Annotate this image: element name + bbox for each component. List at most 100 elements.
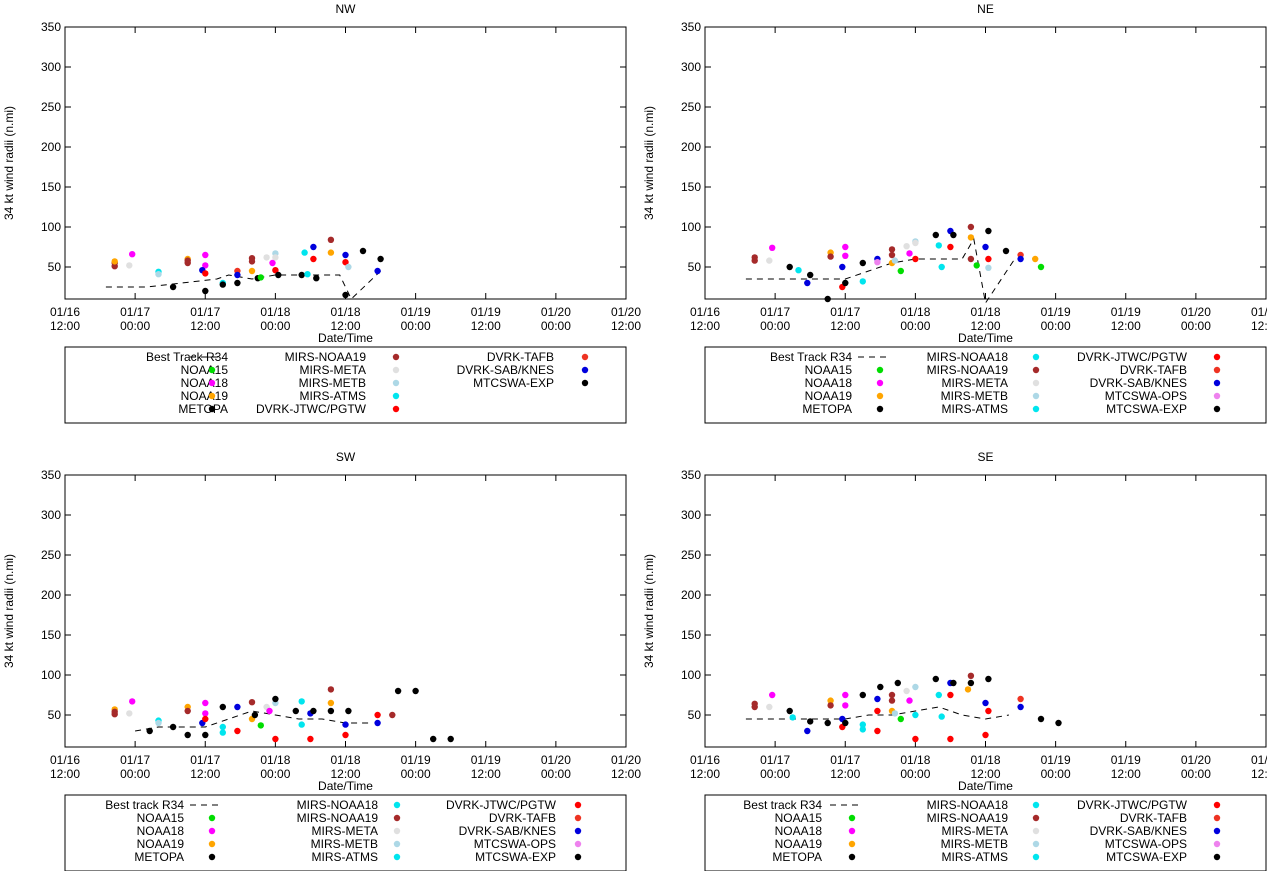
legend-label: MIRS-ATMS <box>942 402 1008 416</box>
legend-label: NOAA18 <box>775 824 823 838</box>
legend-label: MIRS-NOAA18 <box>297 798 379 812</box>
x-tick-date: 01/18 <box>970 305 1000 319</box>
point-dvrk-jtwc-pgtw <box>985 255 992 263</box>
point-dvrk-jtwc-pgtw <box>202 270 209 277</box>
legend-label: MIRS-NOAA18 <box>927 798 1009 812</box>
x-tick-time: 00:00 <box>1041 767 1071 781</box>
point-metopa <box>310 707 317 715</box>
legend-dot-swatch <box>574 814 582 822</box>
x-tick-time: 12:00 <box>970 767 1000 781</box>
point-dvrk-sab-knes <box>234 271 241 279</box>
legend-label: DVRK-JTWC/PGTW <box>256 402 367 416</box>
best-track-line-ne <box>745 237 1016 305</box>
legend-dot-swatch <box>581 366 589 374</box>
point-noaa18 <box>202 699 209 707</box>
legend-label: NOAA18 <box>181 376 229 390</box>
x-tick-time: 12:00 <box>471 319 501 333</box>
point-dvrk-jtwc-pgtw <box>272 735 279 743</box>
point-mirs-metb <box>155 719 162 727</box>
point-noaa15 <box>257 722 264 729</box>
point-metopa <box>394 687 402 695</box>
x-tick-date: 01/20 <box>541 305 571 319</box>
point-mirs-meta <box>263 254 270 261</box>
point-metopa <box>447 735 454 743</box>
point-dvrk-sab-knes <box>982 699 989 707</box>
x-tick-date: 01/16 <box>50 753 80 767</box>
x-tick-time: 00:00 <box>1181 319 1211 333</box>
point-mirs-meta <box>903 687 910 695</box>
legend-dot-swatch <box>208 814 216 822</box>
point-metopa <box>842 719 849 727</box>
legend-label: MIRS-NOAA19 <box>927 811 1009 825</box>
legend-label: Best Track R34 <box>146 350 228 364</box>
y-tick-label: 300 <box>41 508 61 522</box>
point-mirs-noaa19 <box>888 251 896 259</box>
point-noaa18 <box>906 250 913 257</box>
legend-dot-swatch <box>1213 840 1221 848</box>
legend-dot-swatch <box>1213 366 1221 374</box>
point-mirs-noaa19 <box>248 258 256 265</box>
point-mirs-noaa19 <box>888 246 896 253</box>
x-tick-date: 01/20 <box>611 305 641 319</box>
point-noaa18 <box>202 251 209 259</box>
y-tick-label: 300 <box>681 60 701 74</box>
point-metopa <box>202 287 209 295</box>
x-axis-label-sw: Date/Time <box>318 779 373 793</box>
x-tick-date: 01/16 <box>50 305 80 319</box>
legend-dot-swatch <box>1032 814 1040 822</box>
point-mirs-atms <box>935 242 942 249</box>
legend-dot-swatch <box>876 392 884 400</box>
legend-dot-swatch <box>1032 801 1040 809</box>
x-tick-date: 01/17 <box>830 305 860 319</box>
point-mirs-atms <box>789 714 796 721</box>
plot-area-se <box>704 474 1267 748</box>
point-noaa18 <box>202 262 209 269</box>
point-noaa18 <box>202 710 209 717</box>
point-metopa <box>275 271 282 279</box>
point-metopa <box>950 231 957 239</box>
point-mirs-noaa19 <box>967 672 975 679</box>
point-dvrk-jtwc-pgtw <box>947 735 954 743</box>
point-dvrk-jtwc-pgtw <box>912 735 919 743</box>
point-dvrk-sab-knes <box>374 267 381 275</box>
legend-label: MIRS-META <box>942 824 1008 838</box>
legend-label: MIRS-NOAA19 <box>297 811 379 825</box>
x-tick-date: 01/17 <box>190 753 220 767</box>
point-mirs-noaa19 <box>248 699 256 706</box>
best-track-line-nw <box>105 270 381 300</box>
x-tick-date: 01/19 <box>1041 753 1071 767</box>
point-dvrk-jtwc-pgtw <box>874 727 881 735</box>
y-tick-label: 350 <box>41 20 61 34</box>
legend-label: Best Track R34 <box>770 350 852 364</box>
legend-dot-swatch <box>208 853 216 861</box>
point-mirs-atms <box>912 711 919 719</box>
point-noaa15 <box>257 274 264 281</box>
point-mirs-atms <box>859 726 866 733</box>
point-metopa <box>894 679 901 687</box>
x-tick-date: 01/20 <box>611 753 641 767</box>
legend-label: NOAA19 <box>805 389 853 403</box>
y-tick-label: 50 <box>688 708 702 722</box>
point-noaa18 <box>906 697 913 704</box>
x-tick-date: 01/20 <box>541 753 571 767</box>
legend-dot-swatch <box>1032 853 1040 861</box>
legend-box <box>704 346 1267 424</box>
x-tick-time: 00:00 <box>120 319 150 333</box>
point-metopa <box>202 731 209 739</box>
point-dvrk-jtwc-pgtw <box>272 267 279 274</box>
legend-label: MIRS-NOAA19 <box>927 363 1009 377</box>
point-mirs-meta <box>126 710 133 717</box>
legend-label: MIRS-METB <box>311 837 378 851</box>
point-metopa <box>842 279 849 287</box>
legend-label: DVRK-JTWC/PGTW <box>1077 798 1188 812</box>
panel-nw: NW 34 kt wind radii (n.mi) 350 300 250 200 150… <box>2 2 641 424</box>
legend-dot-swatch <box>208 366 216 374</box>
legend-box <box>64 346 627 424</box>
point-noaa18 <box>269 259 276 267</box>
point-mirs-atms <box>219 729 226 736</box>
x-tick-date: 01/19 <box>471 305 501 319</box>
legend-dot-swatch <box>393 814 401 822</box>
point-mtcswa-ops <box>874 259 881 266</box>
point-dvrk-jtwc-pgtw <box>982 731 989 739</box>
